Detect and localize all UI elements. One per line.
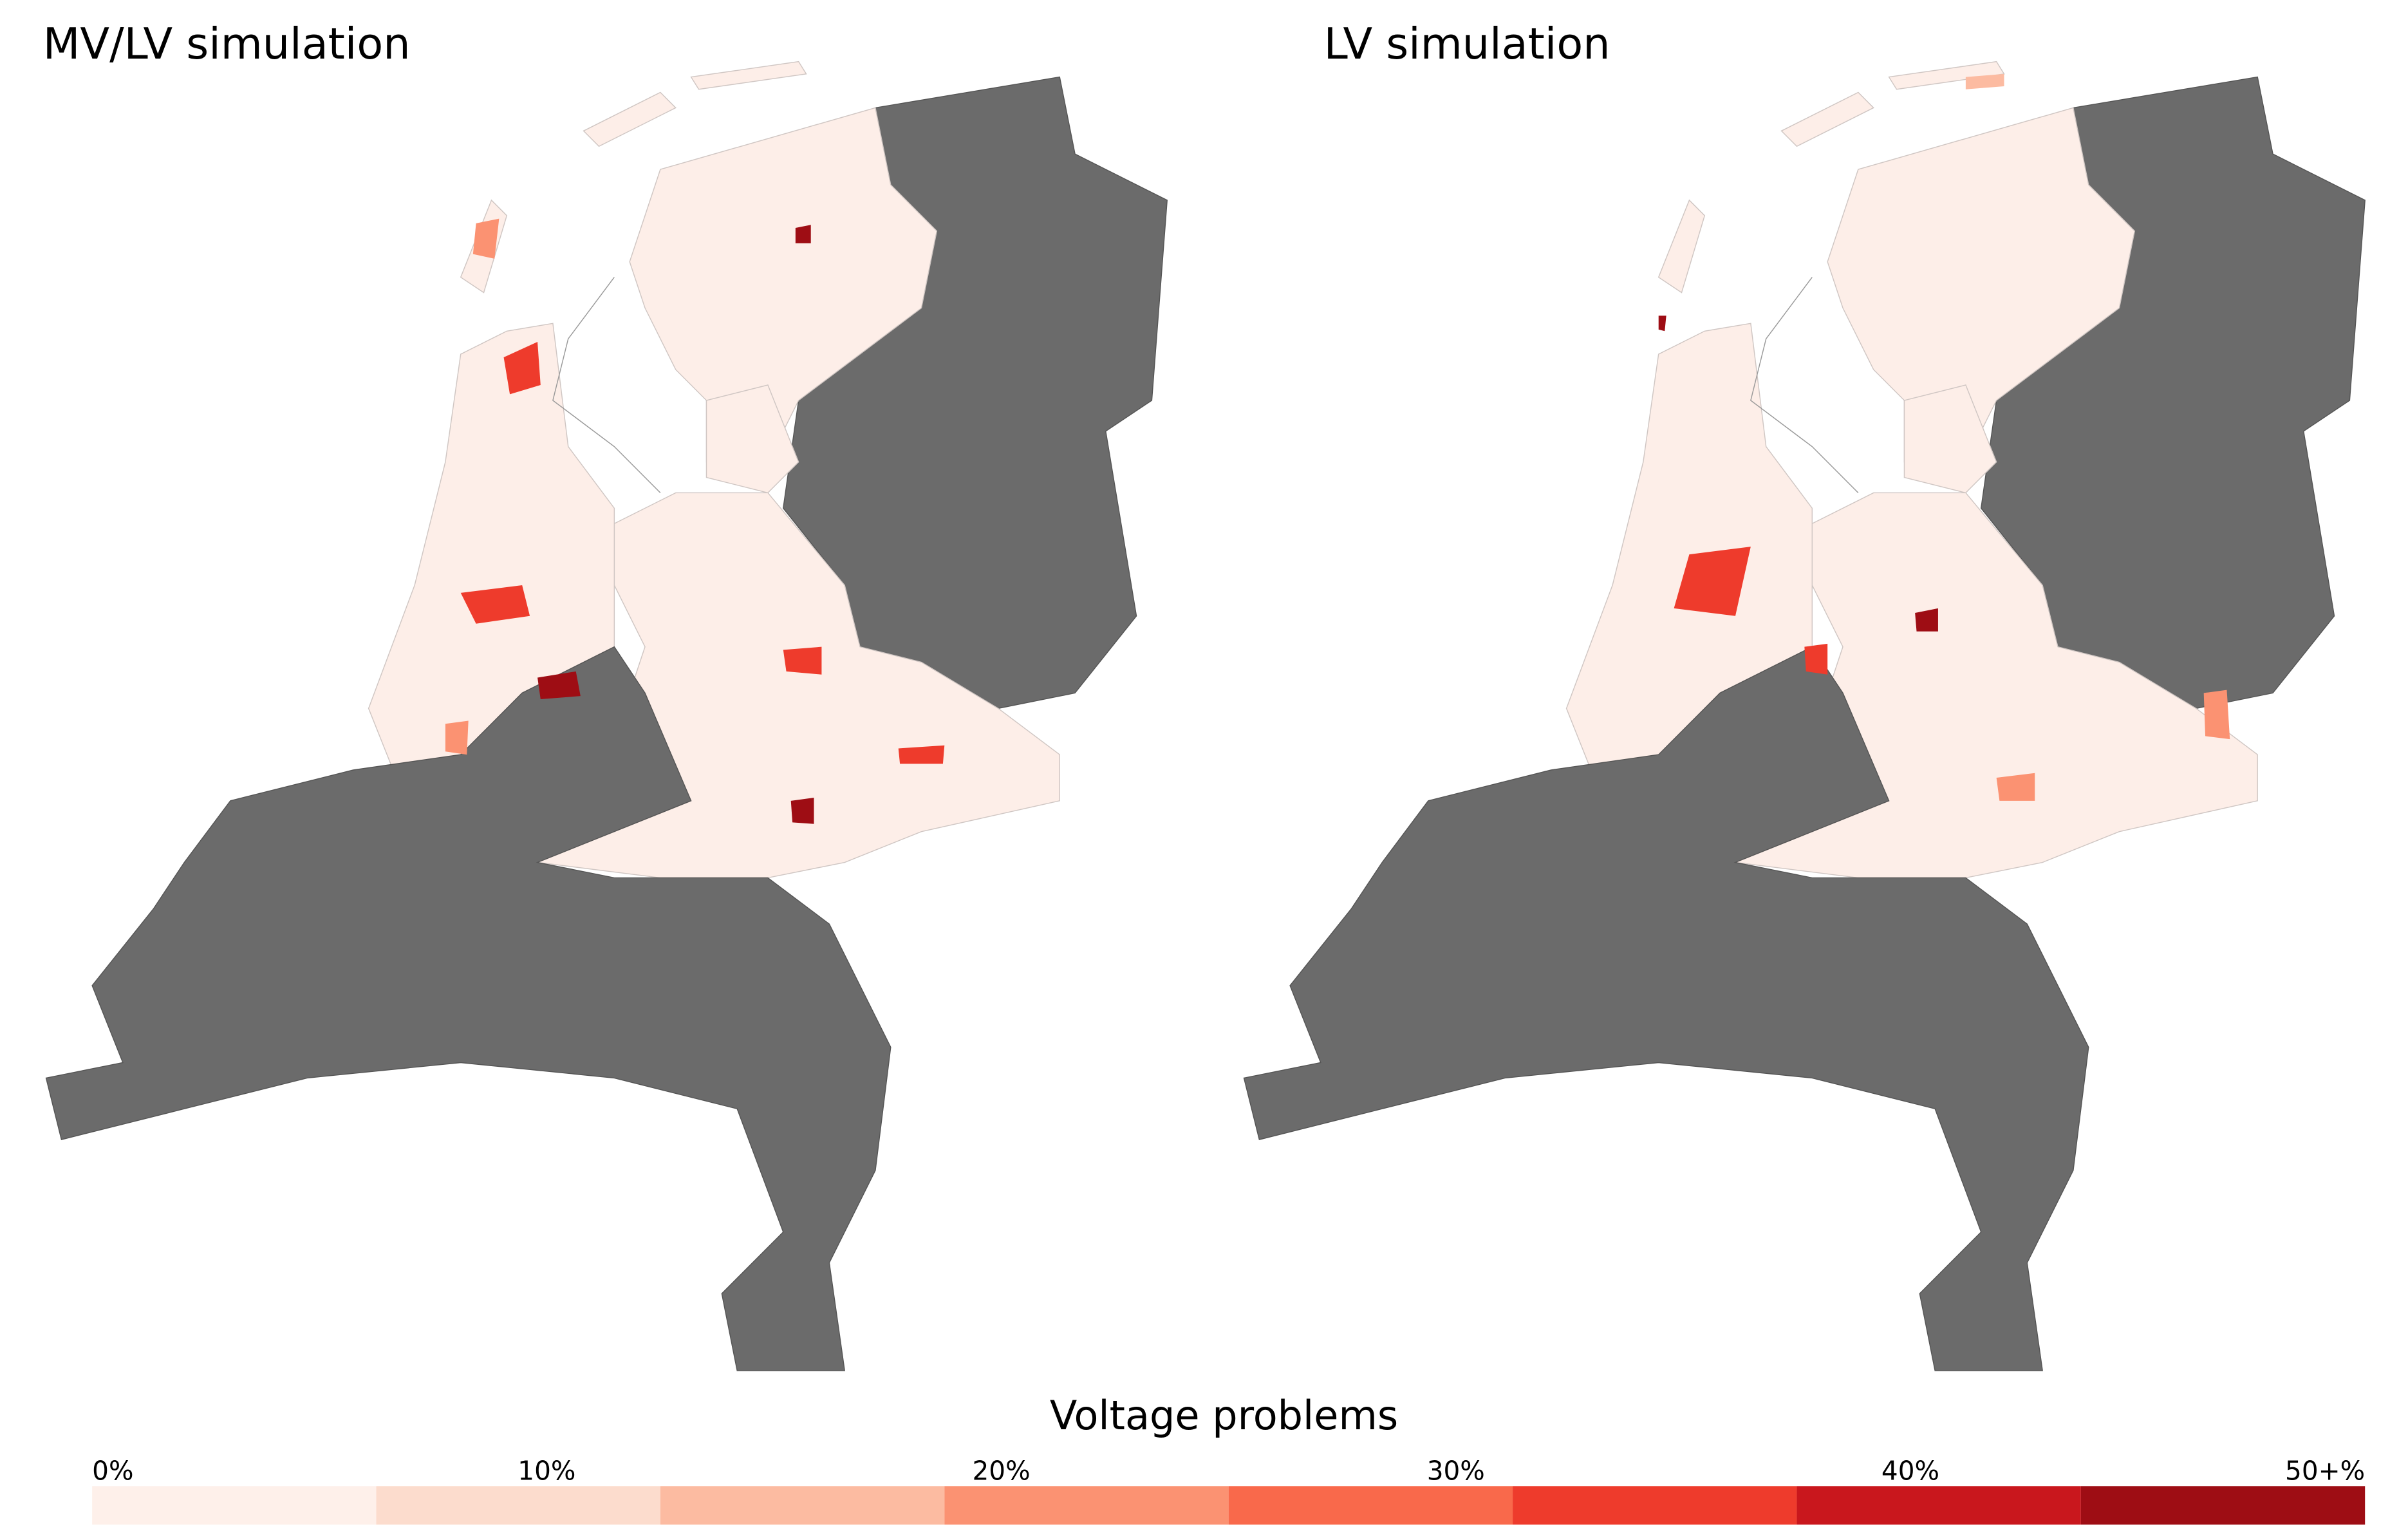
map-title: LV simulation <box>1324 19 1610 69</box>
legend-label: 20% <box>972 1456 1030 1487</box>
map-left <box>45 61 1168 1371</box>
legend-label: 0% <box>92 1456 133 1487</box>
legend-swatch <box>1228 1486 1513 1525</box>
legend-swatch <box>92 1486 377 1525</box>
legend-label: 10% <box>518 1456 575 1487</box>
legend-swatch <box>2080 1486 2366 1525</box>
legend-label: 50+% <box>2285 1456 2365 1487</box>
legend-swatch <box>1513 1486 1797 1525</box>
legend-swatch <box>1797 1486 2081 1525</box>
legend-swatch <box>944 1486 1229 1525</box>
legend-swatch <box>376 1486 660 1525</box>
map-right <box>1243 61 2366 1371</box>
map-title: MV/LV simulation <box>43 19 411 69</box>
legend-title: Voltage problems <box>1050 1392 1398 1439</box>
legend-label: 40% <box>1881 1456 1939 1487</box>
legend: 0% 10% 20% 30% 40% 50+% <box>92 1456 2366 1525</box>
legend-swatch <box>660 1486 945 1525</box>
legend-label: 30% <box>1427 1456 1485 1487</box>
